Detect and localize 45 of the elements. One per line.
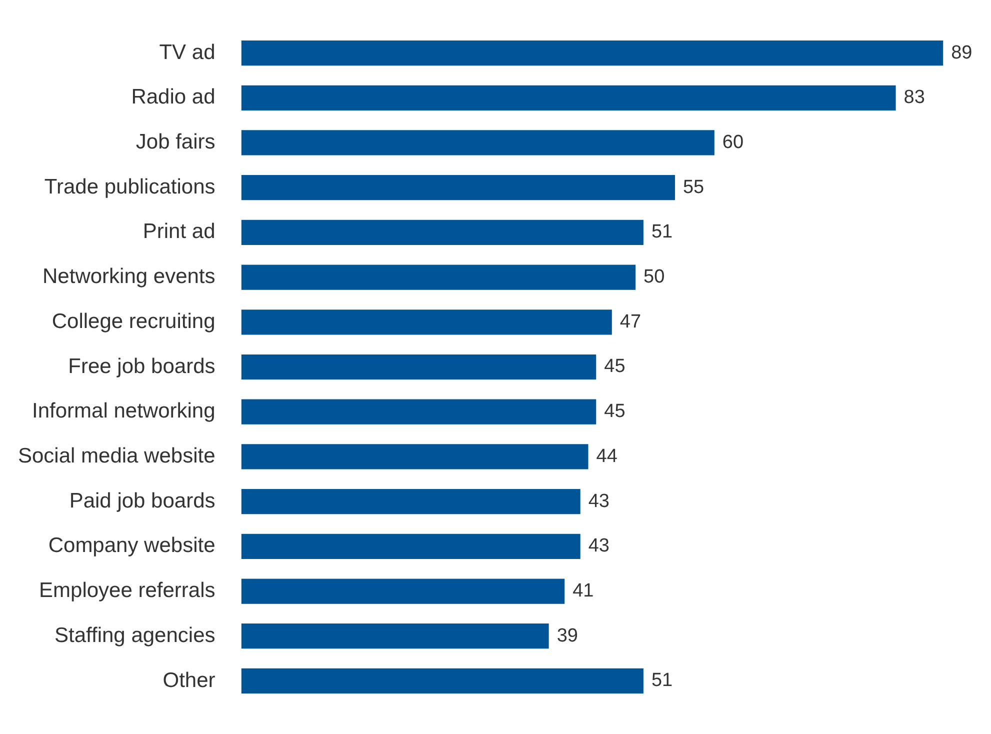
y-tick-label: Company website [48, 534, 216, 558]
y-tick-label: TV ad [159, 40, 216, 64]
y-tick-label: Informal networking [32, 400, 216, 423]
y-tick-label: Social media website [18, 444, 216, 468]
data-label: 41 [572, 580, 594, 602]
data-label: 43 [588, 536, 610, 557]
data-label: 50 [644, 266, 665, 288]
y-tick-label: Networking events [42, 265, 216, 288]
bar [241, 264, 636, 290]
data-label: 51 [651, 222, 673, 243]
y-tick-label: Other [162, 668, 216, 692]
y-tick-label: Radio ad [131, 86, 216, 109]
bar [241, 354, 596, 380]
y-tick-label: Free job boards [68, 354, 216, 378]
data-label: 45 [604, 356, 626, 378]
bar [241, 130, 714, 156]
bar [241, 310, 612, 335]
y-tick-label: Staffing agencies [54, 624, 216, 647]
data-label: 55 [682, 176, 704, 198]
data-label: 45 [604, 401, 626, 422]
data-label: 44 [596, 446, 618, 467]
bar [241, 444, 588, 470]
data-label: 47 [620, 311, 642, 332]
bar [241, 40, 944, 66]
bar [241, 220, 644, 245]
y-tick-label: Paid job boards [69, 489, 216, 512]
data-label: 83 [904, 87, 925, 108]
data-label: 51 [651, 670, 673, 692]
bar [241, 578, 565, 604]
bar [241, 534, 580, 559]
bar [241, 624, 549, 649]
bar [241, 668, 644, 694]
y-tick-label: College recruiting [52, 310, 216, 333]
y-tick-label: Print ad [142, 220, 216, 244]
bar [241, 175, 675, 200]
bar [241, 489, 580, 514]
data-label: 43 [588, 490, 610, 512]
data-label: 39 [556, 625, 578, 646]
y-tick-label: Employee referrals [39, 579, 216, 602]
bar [241, 399, 596, 424]
data-label: 89 [951, 42, 972, 64]
y-tick-label: Job fairs [136, 130, 216, 154]
bar [241, 85, 896, 110]
y-tick-label: Trade publications [44, 175, 216, 198]
data-label: 60 [722, 132, 744, 153]
